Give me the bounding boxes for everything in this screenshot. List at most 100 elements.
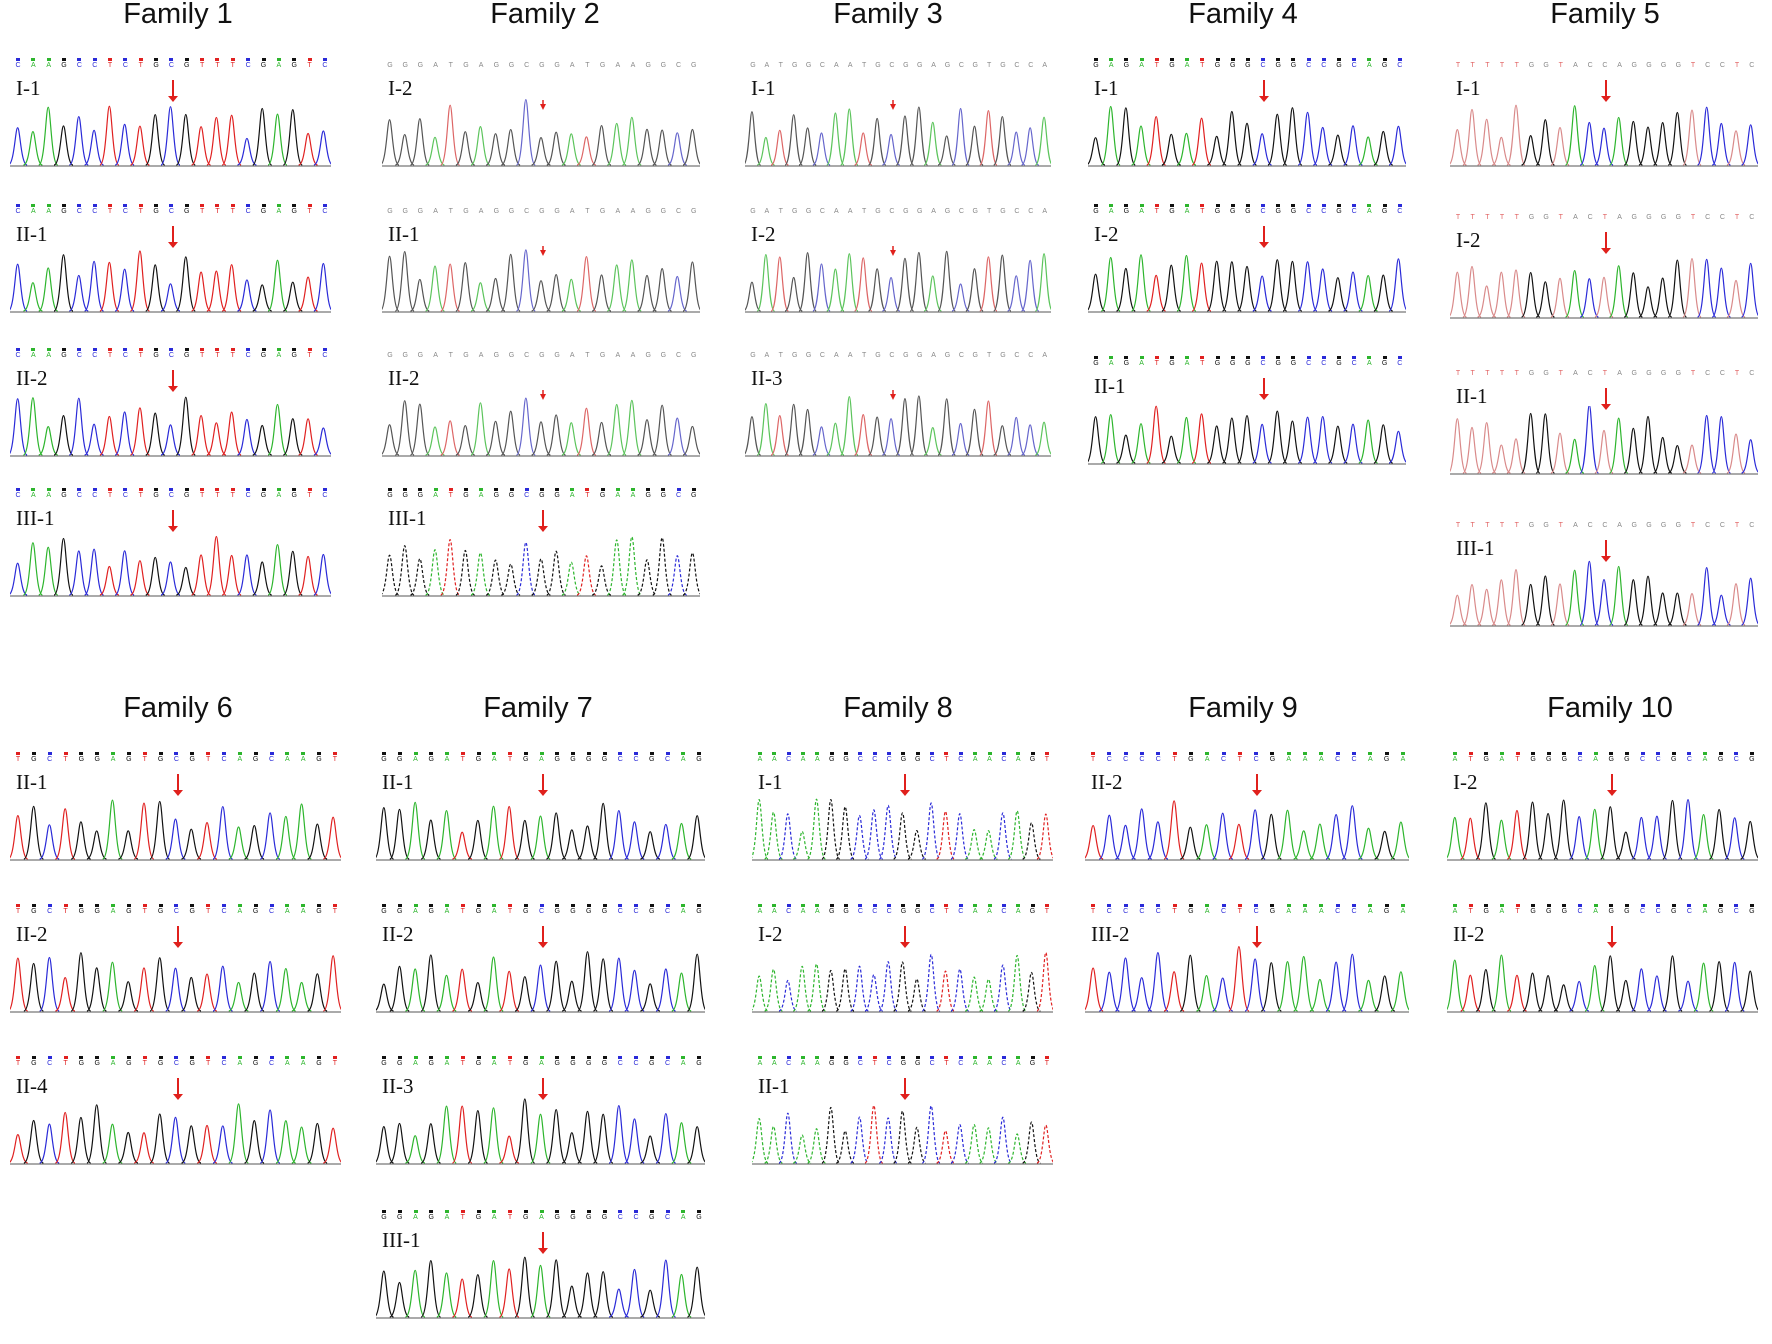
base-call: G bbox=[30, 752, 38, 766]
base-call: A bbox=[443, 904, 451, 918]
base-call: T bbox=[213, 204, 221, 218]
base-call: A bbox=[1617, 62, 1622, 69]
base-call: C bbox=[321, 58, 329, 72]
family-title: Family 6 bbox=[123, 692, 233, 724]
base-call: G bbox=[842, 904, 850, 918]
base-call: T bbox=[1558, 522, 1563, 529]
individual-label: II-1 bbox=[1094, 374, 1126, 398]
base-call: T bbox=[459, 1056, 467, 1070]
chromatogram-panel: G A G A T G A T G G G C G G C C G C A G C I-1 bbox=[1088, 58, 1410, 176]
base-call: A bbox=[1451, 752, 1459, 766]
base-call: T bbox=[447, 488, 455, 502]
base-call: T bbox=[942, 904, 950, 918]
base-call: T bbox=[1734, 370, 1740, 377]
base-call: G bbox=[1607, 752, 1615, 766]
base-call: C bbox=[244, 348, 252, 362]
base-call: G bbox=[648, 1056, 656, 1070]
base-call: G bbox=[463, 62, 469, 69]
base-call: C bbox=[1654, 904, 1662, 918]
family-5: Family 5 T T T T T G G T A C C A G G G G T C C T C I-1 T T T T T G G T… bbox=[1450, 0, 1762, 650]
chromatogram-trace bbox=[382, 397, 700, 457]
base-call: A bbox=[29, 58, 37, 72]
chromatogram-trace bbox=[752, 952, 1053, 1013]
individual-label: III-1 bbox=[1456, 536, 1495, 560]
mutation-arrow-icon bbox=[172, 926, 183, 948]
chromatogram-trace bbox=[745, 395, 1051, 457]
chromatogram-trace bbox=[10, 799, 341, 861]
base-call: G bbox=[260, 58, 268, 72]
family-9: Family 9 T C C C C T G A C T C G A A A C C A G A II-2 T C C C C T G A… bbox=[1085, 692, 1413, 1344]
base-call: A bbox=[1203, 752, 1211, 766]
base-call: C bbox=[1719, 370, 1725, 377]
base-call: G bbox=[183, 58, 191, 72]
base-call: C bbox=[75, 204, 83, 218]
chromatogram-panel: T C C C C T G A C T C G A A A C C A G A III-2 bbox=[1085, 904, 1413, 1022]
mutation-arrow-icon bbox=[167, 370, 178, 392]
mutation-arrow-icon bbox=[537, 774, 548, 796]
base-call: T bbox=[1153, 58, 1161, 72]
mutation-arrow-icon bbox=[890, 246, 897, 256]
base-call: C bbox=[91, 204, 99, 218]
base-call: G bbox=[315, 752, 323, 766]
base-call: G bbox=[1122, 58, 1130, 72]
base-call: C bbox=[1220, 752, 1228, 766]
chromatogram-panel: G G A G A T G A T G A G G G G C C G C A G III-1 bbox=[376, 1210, 709, 1328]
base-call: C bbox=[1396, 58, 1404, 72]
base-call: C bbox=[1138, 904, 1146, 918]
base-call: G bbox=[944, 208, 951, 215]
base-call: T bbox=[1153, 204, 1161, 218]
base-call: C bbox=[664, 1056, 672, 1070]
individual-label: II-3 bbox=[751, 366, 783, 390]
base-call: T bbox=[583, 488, 591, 502]
base-call: C bbox=[1350, 904, 1358, 918]
base-call: C bbox=[632, 752, 640, 766]
base-call: G bbox=[695, 1210, 703, 1224]
base-call: A bbox=[275, 204, 283, 218]
chromatogram-trace bbox=[10, 105, 331, 167]
base-call: T bbox=[1470, 214, 1475, 221]
base-call: A bbox=[45, 348, 53, 362]
base-call: C bbox=[1105, 904, 1113, 918]
base-call: G bbox=[315, 1056, 323, 1070]
base-call: A bbox=[1301, 752, 1309, 766]
base-call: C bbox=[1602, 62, 1608, 69]
base-call: C bbox=[889, 208, 895, 215]
base-call: G bbox=[1646, 214, 1652, 221]
base-call: T bbox=[229, 58, 237, 72]
base-call: C bbox=[524, 352, 530, 359]
base-call: C bbox=[1014, 208, 1020, 215]
base-call: G bbox=[157, 752, 165, 766]
base-call: A bbox=[1042, 208, 1048, 215]
base-call: A bbox=[1573, 62, 1578, 69]
base-call: C bbox=[1396, 204, 1404, 218]
base-call: C bbox=[75, 488, 83, 502]
base-call: A bbox=[1399, 752, 1407, 766]
base-call: A bbox=[614, 488, 622, 502]
base-call: C bbox=[1705, 370, 1711, 377]
base-call: A bbox=[1365, 356, 1373, 370]
base-call: A bbox=[477, 488, 485, 502]
base-call: A bbox=[1285, 752, 1293, 766]
base-call: C bbox=[1685, 904, 1693, 918]
base-call: G bbox=[1670, 752, 1678, 766]
base-call: G bbox=[569, 1056, 577, 1070]
base-call: G bbox=[553, 488, 561, 502]
mutation-arrow-icon bbox=[537, 1078, 548, 1100]
base-call: G bbox=[1528, 370, 1535, 377]
base-call: G bbox=[475, 904, 483, 918]
base-call: T bbox=[1198, 204, 1206, 218]
base-call: G bbox=[599, 488, 607, 502]
base-call: C bbox=[871, 904, 879, 918]
chromatogram-panel: G G A G A T G A T G A G G G G C C G C A G II-1 bbox=[376, 752, 709, 870]
base-call: G bbox=[1335, 204, 1343, 218]
base-call: G bbox=[1268, 752, 1276, 766]
base-call: A bbox=[412, 904, 420, 918]
base-call: A bbox=[275, 348, 283, 362]
